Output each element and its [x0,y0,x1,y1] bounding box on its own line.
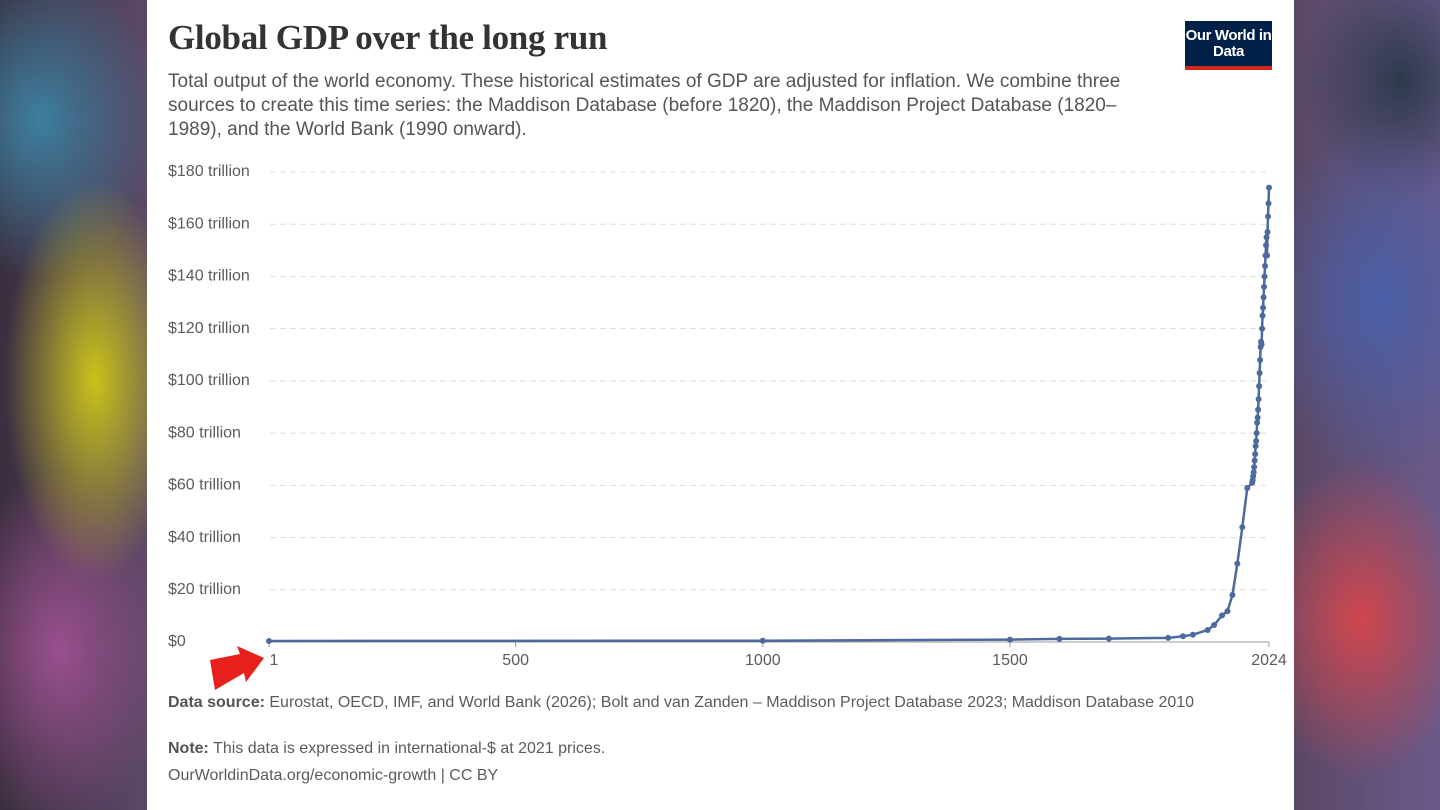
data-point [1204,626,1211,633]
data-point [1261,283,1268,290]
data-point [266,637,272,644]
data-point [1255,406,1262,413]
x-tick-label: 1 [270,652,279,669]
x-tick-label: 1500 [992,652,1028,669]
data-point [1252,443,1259,450]
data-point [1056,635,1063,642]
y-tick-label: $160 trillion [168,215,250,232]
data-point [1254,419,1261,426]
y-tick-label: $0 [168,633,186,650]
y-tick-label: $20 trillion [168,581,241,598]
data-point [1266,184,1272,191]
data-point [1239,524,1246,531]
x-tick-label: 1000 [745,652,781,669]
data-point [1254,414,1261,421]
data-point [1259,312,1266,319]
data-point [1256,370,1263,377]
x-tick-label: 2024 [1251,652,1287,669]
note-text: This data is expressed in international-… [213,740,606,757]
data-point [1257,357,1264,363]
data-point [1006,636,1013,643]
logo[interactable]: Our World in Data [1185,21,1272,70]
data-point [1264,252,1271,259]
y-tick-label: $140 trillion [168,268,250,285]
data-point [1265,213,1272,220]
data-point [1252,451,1259,457]
data-point [1253,430,1260,437]
data-point [1250,469,1257,476]
data-point [1264,229,1271,236]
data-point [1255,396,1262,403]
data-point [1211,622,1218,629]
data-point [1251,457,1258,464]
y-tick-label: $60 trillion [168,477,241,494]
data-point [1265,200,1272,207]
panel [147,0,1294,810]
url[interactable]: OurWorldinData.org/economic-growth | CC … [168,767,499,784]
chart-subtitle: Total output of the world economy. These… [168,71,1121,140]
data-point [1263,242,1270,249]
data-point [1234,560,1241,567]
data-point [1262,263,1269,269]
y-tick-label: $80 trillion [168,424,241,441]
data-point [1260,294,1267,301]
data-point [1219,612,1226,619]
y-tick-label: $40 trillion [168,529,241,546]
note-label: Note: [168,740,209,757]
source-label: Data source: [168,694,265,711]
data-point [1258,341,1265,348]
chart-title: Global GDP over the long run [168,18,608,57]
data-point [759,637,766,644]
data-point [1229,592,1236,598]
arrow [210,646,264,690]
data-line [268,187,1271,643]
data-point [1189,631,1196,638]
x-tick-label: 500 [502,652,529,669]
data-point [1179,633,1186,640]
y-tick-label: $100 trillion [168,372,250,389]
data-point [1260,304,1267,311]
data-point [1259,325,1266,332]
data-point [1256,383,1263,390]
data-point [1165,634,1172,641]
data-source: Data source: Eurostat, OECD, IMF, and Wo… [168,692,1238,713]
source-text: Eurostat, OECD, IMF, and World Bank (202… [269,694,1195,711]
data-point [1253,437,1260,444]
data-point [1261,273,1268,280]
data-point [1244,484,1251,491]
data-point [1105,635,1112,642]
data-point [1251,464,1258,471]
y-tick-label: $180 trillion [168,163,250,180]
note: Note: This data is expressed in internat… [168,740,605,758]
y-tick-label: $120 trillion [168,320,250,337]
data-point [1263,234,1270,241]
data-point [1224,608,1231,615]
